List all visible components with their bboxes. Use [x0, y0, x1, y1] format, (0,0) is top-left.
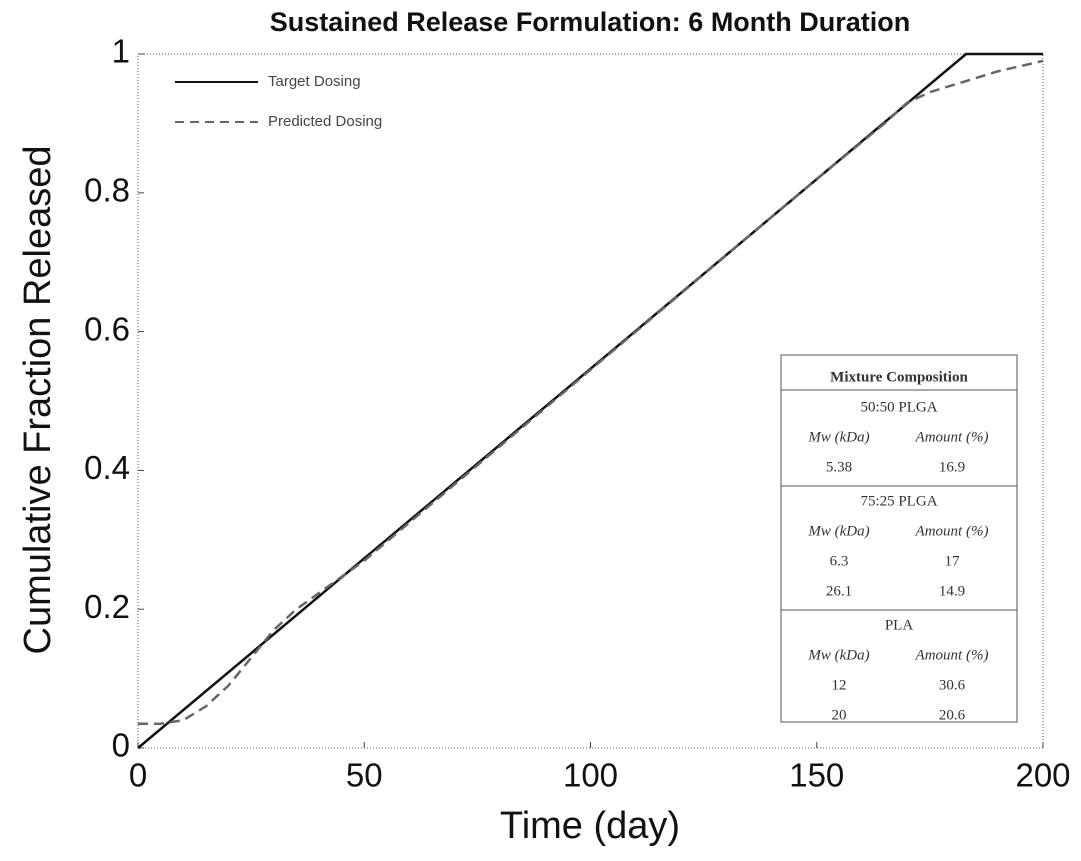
x-axis-label: Time (day) — [500, 805, 680, 847]
legend-label: Predicted Dosing — [268, 113, 382, 130]
y-tick-label: 0 — [112, 727, 130, 764]
legend-label: Target Dosing — [268, 73, 361, 90]
y-tick-label: 0.6 — [84, 310, 130, 347]
table-cell: 30.6 — [939, 677, 966, 693]
x-tick-label: 200 — [1015, 757, 1070, 794]
y-tick-label: 0.2 — [84, 588, 130, 625]
table-cell: 5.38 — [826, 459, 852, 475]
table-cell: 16.9 — [939, 459, 965, 475]
column-header: Amount (%) — [915, 523, 989, 539]
group-name: PLA — [885, 617, 914, 633]
x-tick-label: 100 — [563, 757, 618, 794]
column-header: Amount (%) — [915, 429, 989, 445]
table-cell: 20.6 — [939, 707, 966, 723]
table-cell: 17 — [945, 553, 961, 569]
group-name: 50:50 PLGA — [860, 399, 937, 415]
x-tick-label: 0 — [129, 757, 147, 794]
inset-table-title: Mixture Composition — [830, 369, 968, 385]
table-cell: 26.1 — [826, 583, 852, 599]
table-cell: 14.9 — [939, 583, 965, 599]
column-header: Mw (kDa) — [807, 429, 869, 445]
y-tick-label: 0.8 — [84, 172, 130, 209]
x-tick-label: 50 — [346, 757, 383, 794]
group-name: 75:25 PLGA — [860, 493, 937, 509]
table-cell: 12 — [832, 677, 847, 693]
column-header: Amount (%) — [915, 647, 989, 663]
column-header: Mw (kDa) — [807, 647, 869, 663]
column-header: Mw (kDa) — [807, 523, 869, 539]
y-tick-label: 1 — [112, 33, 130, 70]
table-cell: 6.3 — [830, 553, 849, 569]
y-tick-label: 0.4 — [84, 449, 130, 486]
y-axis-label: Cumulative Fraction Released — [17, 145, 59, 654]
x-tick-label: 150 — [789, 757, 844, 794]
chart-title: Sustained Release Formulation: 6 Month D… — [270, 7, 911, 37]
table-cell: 20 — [832, 707, 847, 723]
